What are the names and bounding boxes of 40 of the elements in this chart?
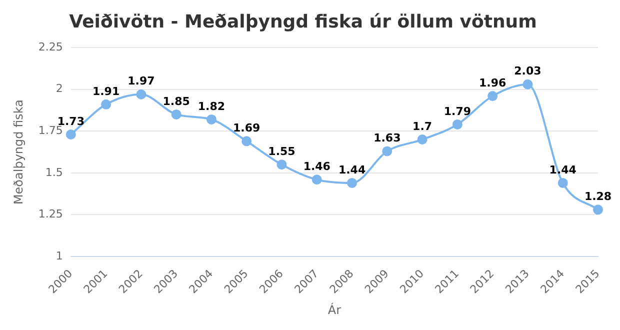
- data-label: 1.79: [444, 104, 472, 118]
- data-label: 1.63: [374, 132, 401, 145]
- point: [593, 204, 603, 215]
- y-tick-label: 1.5: [45, 166, 63, 179]
- x-axis-title: Ár: [328, 302, 342, 317]
- data-label: 1.55: [268, 144, 296, 158]
- chart-title: Veiðivötn - Meðalþyngd fiska úr öllum vötnum: [69, 11, 537, 32]
- point: [522, 79, 533, 90]
- point: [347, 178, 358, 188]
- data-label: 1.91: [92, 84, 120, 98]
- point: [66, 129, 76, 140]
- point: [452, 119, 462, 130]
- point: [206, 114, 216, 124]
- data-label: 1.69: [233, 122, 260, 135]
- y-axis-title: Meðalþyngd fiska: [11, 100, 26, 205]
- data-label: 1.44: [338, 163, 366, 176]
- data-label: 1.96: [479, 76, 506, 90]
- point: [276, 160, 287, 170]
- point: [242, 136, 252, 146]
- data-label: 1.7: [412, 120, 432, 133]
- point: [417, 134, 428, 145]
- y-tick-label: 1.25: [38, 208, 63, 221]
- data-label: 1.85: [162, 94, 190, 108]
- point: [136, 89, 146, 100]
- point: [382, 146, 392, 156]
- data-label: 1.44: [549, 163, 577, 176]
- y-tick-label: 1: [56, 249, 63, 262]
- data-label: 1.46: [303, 160, 331, 173]
- data-label: 2.03: [514, 64, 542, 78]
- data-label: 1.82: [198, 100, 226, 113]
- y-tick-label: 2: [56, 82, 63, 96]
- point: [101, 99, 112, 110]
- y-tick-label: 1.75: [38, 124, 63, 138]
- point: [312, 174, 322, 185]
- data-label: 1.28: [584, 190, 612, 204]
- point: [488, 91, 498, 102]
- point: [171, 109, 182, 120]
- point: [558, 178, 568, 188]
- data-label: 1.97: [128, 74, 155, 88]
- y-tick-label: 2.25: [38, 40, 63, 54]
